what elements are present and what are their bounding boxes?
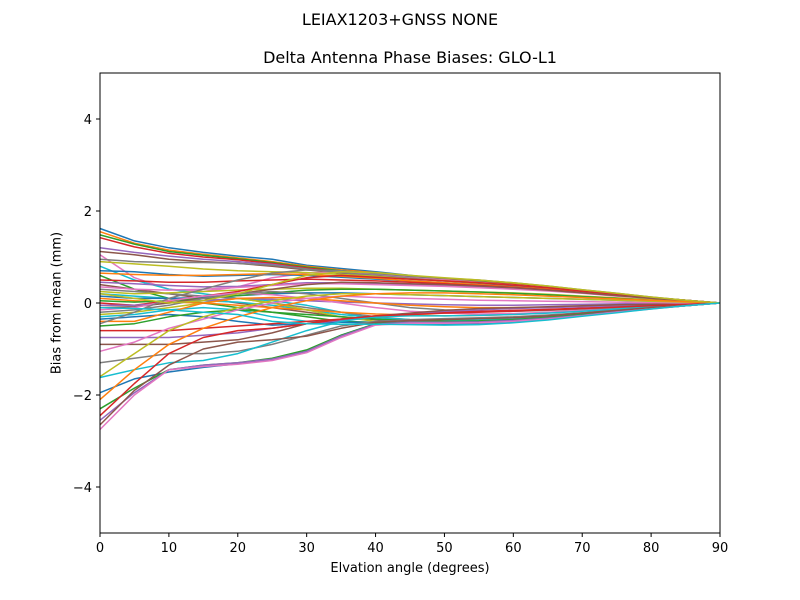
x-tick-label: 60 <box>505 541 522 556</box>
y-tick-label: −2 <box>73 389 92 404</box>
series-line <box>99 295 720 353</box>
y-tick-label: 2 <box>84 205 92 220</box>
x-tick-label: 10 <box>161 541 178 556</box>
x-tick-label: 50 <box>436 541 453 556</box>
series-line <box>99 302 721 426</box>
series-line <box>99 270 721 304</box>
series-line <box>99 302 721 379</box>
x-tick-label: 80 <box>643 541 660 556</box>
x-axis-ticks: 0 10 20 30 40 50 60 70 80 90 <box>96 533 728 556</box>
series-line <box>99 302 721 326</box>
series-line <box>99 293 721 378</box>
y-axis-ticks: −4 −2 0 2 4 <box>73 113 100 496</box>
x-tick-label: 0 <box>96 541 104 556</box>
x-tick-label: 30 <box>298 541 315 556</box>
series-line <box>99 292 721 401</box>
chart-title: Delta Antenna Phase Biases: GLO-L1 <box>263 48 557 67</box>
x-axis-label: Elvation angle (degrees) <box>330 561 490 576</box>
y-tick-label: 4 <box>84 113 92 128</box>
x-tick-label: 90 <box>712 541 729 556</box>
series-line <box>100 302 721 346</box>
x-tick-label: 70 <box>574 541 591 556</box>
series-line <box>99 302 721 417</box>
y-tick-label: −4 <box>73 481 92 496</box>
x-tick-label: 40 <box>367 541 384 556</box>
x-tick-label: 20 <box>230 541 247 556</box>
data-series-lines <box>99 227 721 431</box>
y-tick-label: 0 <box>84 297 92 312</box>
figure-suptitle: LEIAX1203+GNSS NONE <box>301 10 499 29</box>
y-axis-label: Bias from mean (mm) <box>49 231 65 375</box>
